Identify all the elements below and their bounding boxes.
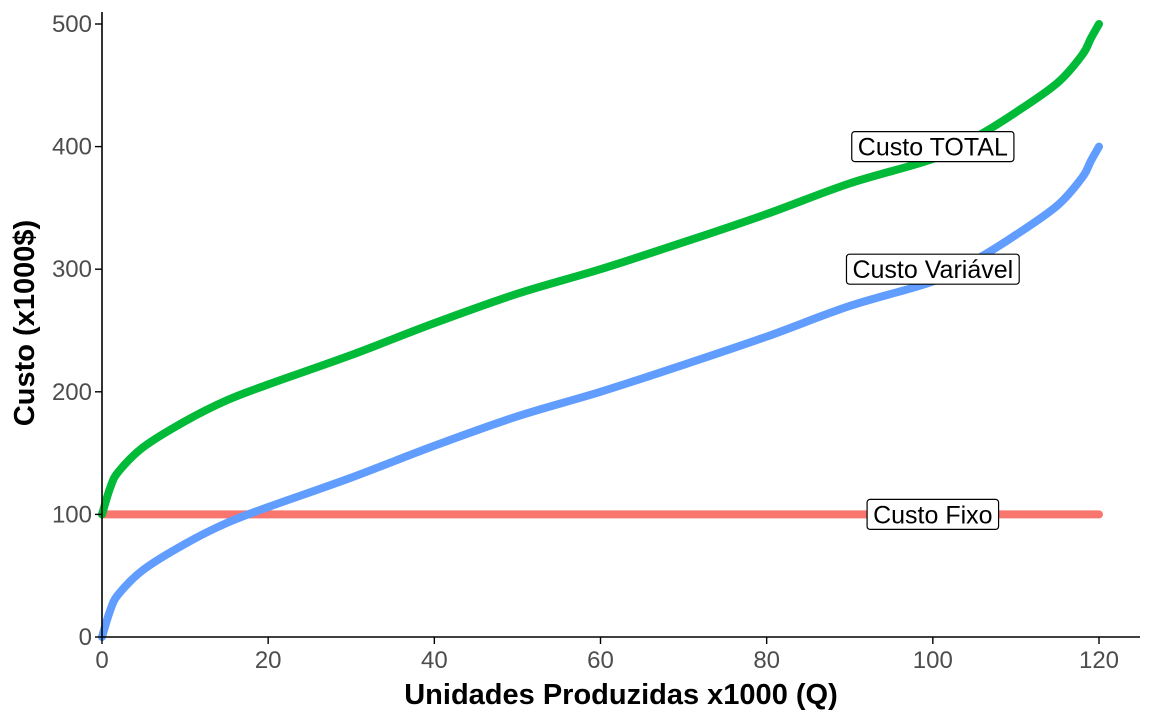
annotation-box (845, 253, 1020, 285)
x-tick-label: 0 (95, 647, 108, 674)
axes (101, 12, 1140, 638)
series-line-custo-total (98, 20, 1103, 519)
annotation-box (866, 498, 1000, 530)
annotation-label: Custo Variável (852, 256, 1013, 284)
x-axis-title: Unidades Produzidas x1000 (Q) (404, 679, 838, 711)
y-tick-label: 0 (79, 624, 92, 651)
y-tick-label: 400 (52, 134, 92, 161)
x-tick-label: 120 (1079, 647, 1119, 674)
x-tick-label: 100 (913, 647, 953, 674)
y-tick-label: 100 (52, 501, 92, 528)
y-tick-label: 200 (52, 379, 92, 406)
annotations: Custo TOTAL Custo Variável Custo Fixo (845, 131, 1020, 530)
series-line-custo-variavel (98, 142, 1103, 641)
y-tick-label: 500 (52, 11, 92, 38)
series-lines (98, 20, 1103, 641)
x-tick-label: 60 (587, 647, 614, 674)
x-tick-label: 80 (753, 647, 780, 674)
annotation-label: Custo TOTAL (858, 134, 1008, 162)
annotation-custo-total: Custo TOTAL (851, 131, 1015, 163)
y-axis-title: Custo (x1000$) (9, 220, 41, 426)
annotation-box (851, 131, 1015, 163)
annotation-custo-fixo: Custo Fixo (866, 498, 1000, 530)
annotation-label: Custo Fixo (873, 501, 992, 529)
annotation-custo-variavel: Custo Variável (845, 253, 1020, 285)
x-tick-label: 40 (421, 647, 448, 674)
y-tick-label: 300 (52, 256, 92, 283)
x-tick-label: 20 (255, 647, 282, 674)
ticks: 0 20 40 60 80 100 120 0 100 200 300 400 500 (52, 11, 1119, 674)
